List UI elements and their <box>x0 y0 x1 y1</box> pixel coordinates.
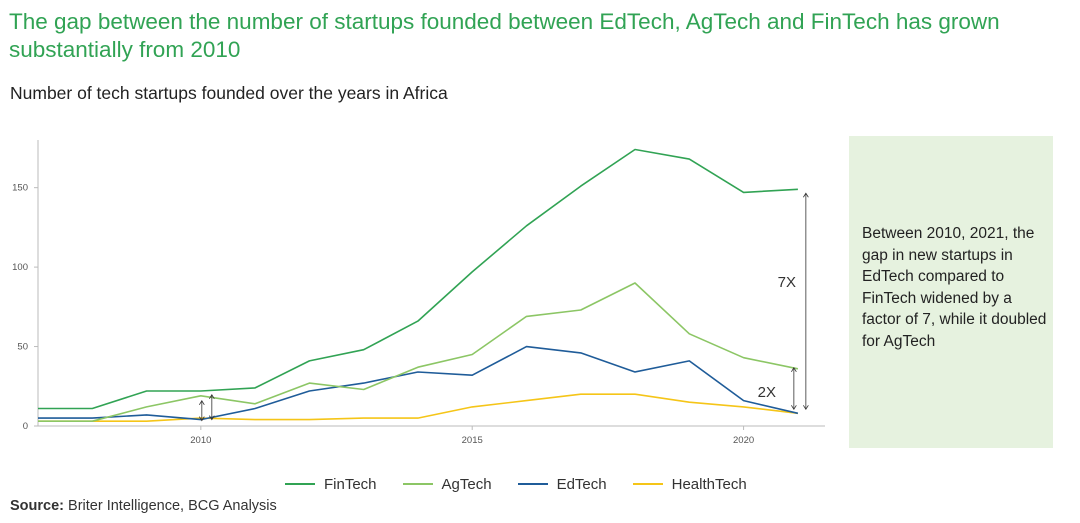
y-tick-label: 100 <box>12 262 28 273</box>
arrow-2x-head-bottom <box>791 405 797 411</box>
series-line-fintech <box>38 148 798 410</box>
legend-swatch <box>402 483 433 485</box>
annotation-2x: 2X <box>758 384 776 401</box>
arrow-2010-a-head-bottom <box>208 415 215 421</box>
x-tick-label: 2015 <box>462 435 483 446</box>
series-line-healthtech <box>38 393 798 423</box>
chart-subtitle: Number of tech startups founded over the… <box>10 83 448 103</box>
y-tick-label: 0 <box>23 421 28 432</box>
x-tick-label: 2010 <box>190 435 211 446</box>
callout-text: Between 2010, 2021, the gap in new start… <box>862 225 1047 350</box>
series-line-agtech <box>38 282 799 423</box>
legend-label: HealthTech <box>671 475 747 493</box>
legend-label: AgTech <box>441 475 492 493</box>
arrow-7x-head-bottom <box>803 405 809 411</box>
source-text: Briter Intelligence, BCG Analysis <box>64 498 277 514</box>
arrow-2010-a-head-top <box>208 394 215 400</box>
legend-item-healthtech: HealthTech <box>632 475 747 493</box>
arrow-7x-head-top <box>803 192 809 198</box>
legend-swatch <box>632 483 663 485</box>
chart-title: The gap between the number of startups f… <box>9 9 1000 62</box>
chart-legend: FinTech AgTech EdTech HealthTech <box>285 474 773 494</box>
legend-item-edtech: EdTech <box>517 475 607 493</box>
callout-box: Between 2010, 2021, the gap in new start… <box>849 136 1053 448</box>
legend-item-agtech: AgTech <box>402 475 492 493</box>
legend-swatch <box>517 483 548 485</box>
y-tick-label: 50 <box>17 342 28 353</box>
y-tick-label: 150 <box>12 183 28 194</box>
arrow-2x-head-top <box>791 367 797 373</box>
arrow-2010-b-head-top <box>198 400 205 406</box>
legend-swatch <box>285 483 315 485</box>
legend-item-fintech: FinTech <box>285 476 377 493</box>
source-label: Source: <box>10 498 64 514</box>
x-tick-label: 2020 <box>733 435 754 446</box>
series-line-edtech <box>38 345 799 421</box>
arrow-2010-b-head-bottom <box>198 416 205 422</box>
legend-label: FinTech <box>324 475 377 493</box>
legend-label: EdTech <box>556 475 607 493</box>
source-note: Source: Briter Intelligence, BCG Analysi… <box>10 498 277 514</box>
annotation-7x: 7X <box>778 274 796 291</box>
